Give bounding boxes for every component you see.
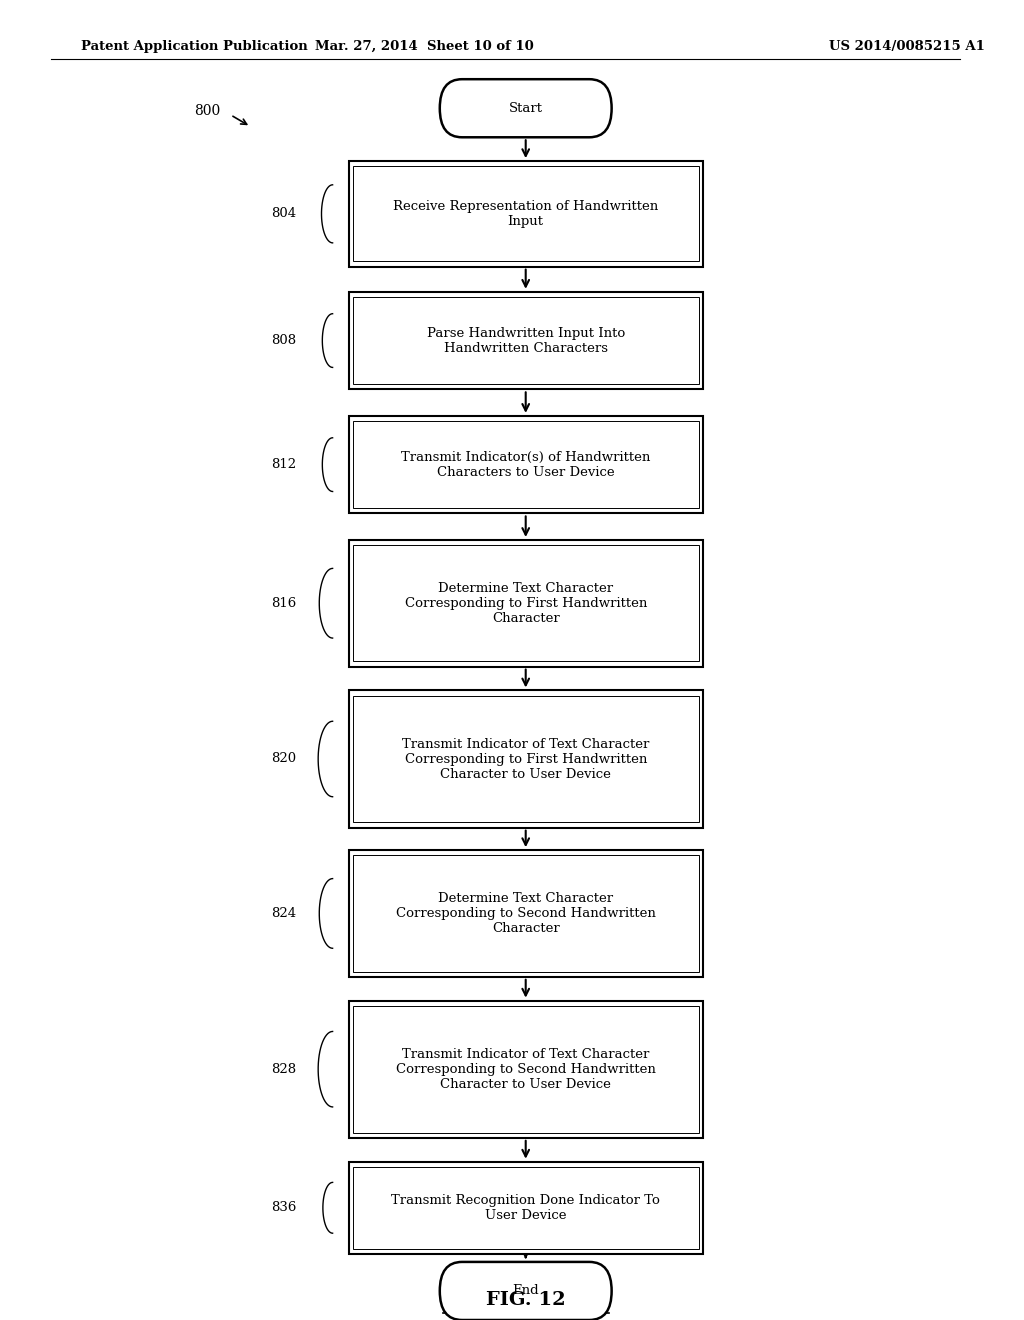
Text: 808: 808: [271, 334, 296, 347]
FancyBboxPatch shape: [353, 166, 698, 261]
Text: End: End: [512, 1284, 539, 1298]
FancyBboxPatch shape: [349, 292, 702, 389]
Text: Receive Representation of Handwritten
Input: Receive Representation of Handwritten In…: [393, 199, 658, 228]
Text: 836: 836: [270, 1201, 296, 1214]
Text: 824: 824: [271, 907, 296, 920]
FancyBboxPatch shape: [349, 1001, 702, 1138]
FancyBboxPatch shape: [353, 297, 698, 384]
FancyBboxPatch shape: [349, 690, 702, 828]
FancyBboxPatch shape: [349, 850, 702, 977]
Text: FIG. 12: FIG. 12: [486, 1291, 565, 1309]
FancyBboxPatch shape: [439, 1262, 611, 1320]
Text: Start: Start: [509, 102, 543, 115]
Text: Transmit Indicator of Text Character
Corresponding to First Handwritten
Characte: Transmit Indicator of Text Character Cor…: [402, 738, 649, 780]
FancyBboxPatch shape: [353, 1167, 698, 1249]
Text: Patent Application Publication: Patent Application Publication: [81, 40, 307, 53]
Text: Determine Text Character
Corresponding to First Handwritten
Character: Determine Text Character Corresponding t…: [404, 582, 647, 624]
Text: 812: 812: [271, 458, 296, 471]
Text: 820: 820: [271, 752, 296, 766]
Text: 816: 816: [271, 597, 296, 610]
FancyBboxPatch shape: [349, 416, 702, 513]
Text: Mar. 27, 2014  Sheet 10 of 10: Mar. 27, 2014 Sheet 10 of 10: [315, 40, 534, 53]
FancyBboxPatch shape: [353, 855, 698, 972]
Text: Transmit Recognition Done Indicator To
User Device: Transmit Recognition Done Indicator To U…: [391, 1193, 660, 1222]
FancyBboxPatch shape: [353, 545, 698, 661]
Text: Parse Handwritten Input Into
Handwritten Characters: Parse Handwritten Input Into Handwritten…: [427, 326, 625, 355]
FancyBboxPatch shape: [349, 540, 702, 667]
Text: 828: 828: [271, 1063, 296, 1076]
Text: Determine Text Character
Corresponding to Second Handwritten
Character: Determine Text Character Corresponding t…: [395, 892, 655, 935]
FancyBboxPatch shape: [439, 79, 611, 137]
FancyBboxPatch shape: [353, 1006, 698, 1133]
Text: 800: 800: [195, 104, 220, 117]
Text: 804: 804: [271, 207, 296, 220]
Text: US 2014/0085215 A1: US 2014/0085215 A1: [829, 40, 985, 53]
FancyBboxPatch shape: [353, 421, 698, 508]
Text: Transmit Indicator of Text Character
Corresponding to Second Handwritten
Charact: Transmit Indicator of Text Character Cor…: [395, 1048, 655, 1090]
FancyBboxPatch shape: [353, 696, 698, 822]
Text: Transmit Indicator(s) of Handwritten
Characters to User Device: Transmit Indicator(s) of Handwritten Cha…: [401, 450, 650, 479]
FancyBboxPatch shape: [349, 161, 702, 267]
FancyBboxPatch shape: [349, 1162, 702, 1254]
